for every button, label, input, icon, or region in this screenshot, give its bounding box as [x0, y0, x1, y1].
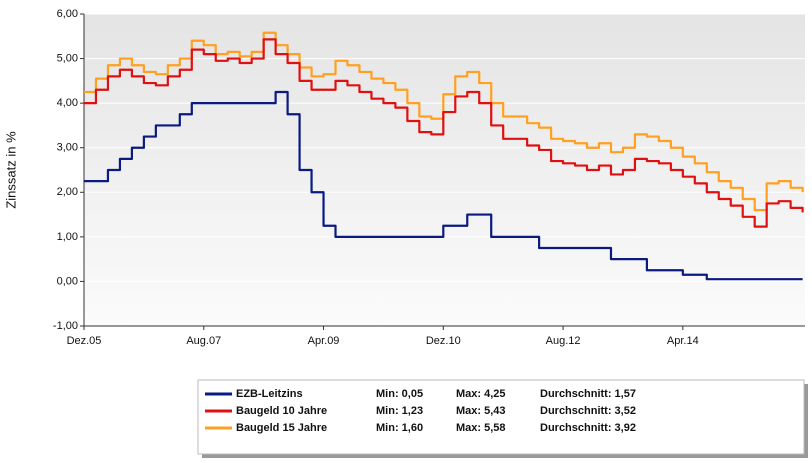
legend-stat: Min: 0,05 — [376, 388, 423, 400]
legend-stat: Max: 5,43 — [456, 405, 506, 417]
series-line — [84, 90, 803, 281]
y-tick-label: -1,00 — [53, 320, 78, 332]
legend-label: Baugeld 10 Jahre — [236, 405, 327, 417]
legend-stat: Durchschnitt: 1,57 — [540, 388, 636, 400]
legend-stat: Max: 4,25 — [456, 388, 506, 400]
series-line — [84, 38, 804, 228]
y-tick-label: 3,00 — [57, 142, 78, 154]
legend: EZB-Leitzins Min: 0,05 Max: 4,25 Durchschni… — [205, 388, 636, 434]
y-tick-label: 1,00 — [57, 231, 78, 243]
legend-label: EZB-Leitzins — [236, 388, 303, 400]
x-tick-label: Aug.07 — [186, 335, 221, 347]
series-line — [84, 31, 804, 212]
y-tick-label: 2,00 — [57, 186, 78, 198]
legend-stat: Max: 5,58 — [456, 422, 506, 434]
x-tick-label: Dez.10 — [426, 335, 461, 347]
legend-label: Baugeld 15 Jahre — [236, 422, 327, 434]
legend-stat: Durchschnitt: 3,52 — [540, 405, 636, 417]
x-tick-label: Dez.05 — [67, 335, 102, 347]
legend-box — [197, 379, 805, 455]
x-tick-label: Apr.09 — [308, 335, 340, 347]
y-tick-label: 0,00 — [57, 275, 78, 287]
x-tick-label: Apr.14 — [667, 335, 699, 347]
legend-stat: Durchschnitt: 3,92 — [540, 422, 636, 434]
legend-stat: Min: 1,23 — [376, 405, 423, 417]
y-tick-label: 5,00 — [57, 52, 78, 64]
y-tick-label: 4,00 — [57, 97, 78, 109]
y-tick-label: 6,00 — [57, 8, 78, 20]
y-axis-label: Zinssatz in % — [3, 131, 18, 209]
x-tick-label: Aug.12 — [546, 335, 581, 347]
legend-stat: Min: 1,60 — [376, 422, 423, 434]
